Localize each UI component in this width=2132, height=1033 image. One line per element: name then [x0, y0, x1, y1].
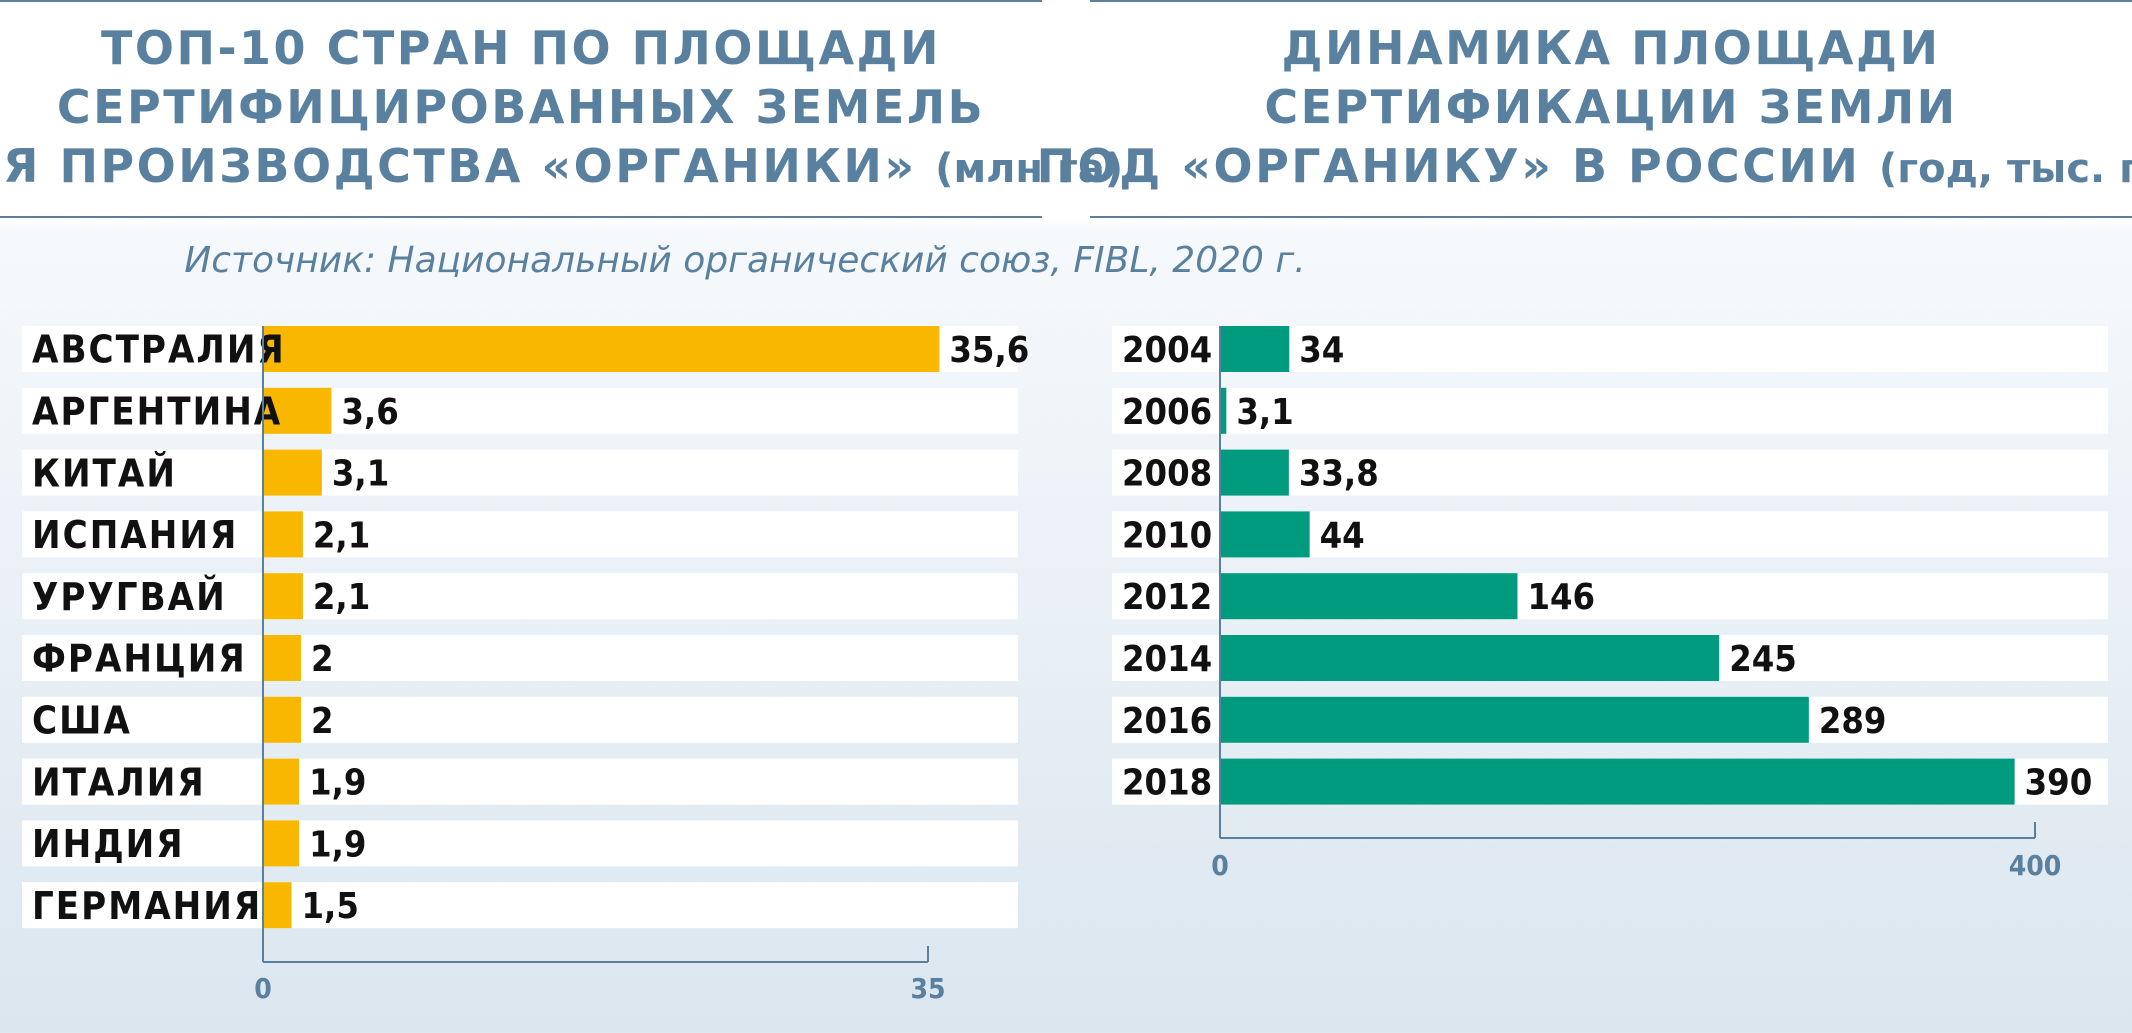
left-bar	[263, 882, 292, 929]
right-bar	[1220, 758, 2015, 805]
left-bar	[263, 511, 303, 558]
right-value-label: 245	[1729, 639, 1797, 680]
left-category-label: ИСПАНИЯ	[32, 513, 238, 557]
title-right-line-3-text: ПОД «ОРГАНИКУ» В РОССИИ	[1036, 139, 1861, 193]
title-left-line-3-text: ДЛЯ ПРОИЗВОДСТВА «ОРГАНИКИ»	[0, 139, 917, 193]
right-category-label: 2014	[1122, 639, 1212, 680]
left-value-label: 1,9	[309, 763, 366, 804]
title-left-unit: (млн га)	[935, 146, 1124, 192]
title-left-line-1: ТОП-10 СТРАН ПО ПЛОЩАДИ	[100, 21, 942, 75]
right-bar	[1220, 449, 1289, 496]
right-tick-label: 0	[1211, 849, 1229, 882]
left-row-bg	[22, 635, 1018, 681]
left-row-bg	[22, 511, 1018, 558]
left-category-label: УРУГВАЙ	[32, 575, 227, 619]
left-row-bg	[22, 882, 1018, 929]
right-category-label: 2010	[1122, 515, 1212, 556]
left-bar	[263, 573, 303, 620]
right-bar	[1220, 696, 1809, 743]
left-row-bg	[22, 449, 1018, 496]
right-tick-label: 400	[2009, 849, 2062, 882]
left-value-label: 1,9	[309, 824, 366, 865]
left-value-label: 35,6	[949, 330, 1029, 371]
chart-title-left: ТОП-10 СТРАН ПО ПЛОЩАДИ СЕРТИФИЦИРОВАННЫ…	[0, 0, 1123, 218]
left-value-label: 3,1	[332, 454, 389, 495]
right-value-label: 3,1	[1236, 392, 1293, 433]
right-row-bg	[1112, 387, 2108, 434]
left-bar	[263, 820, 300, 867]
right-value-label: 34	[1299, 330, 1344, 371]
left-row-bg	[22, 387, 1018, 434]
title-left-line-3: ДЛЯ ПРОИЗВОДСТВА «ОРГАНИКИ» (млн га)	[0, 137, 1123, 199]
right-category-label: 2006	[1122, 392, 1212, 433]
right-category-label: 2018	[1122, 763, 1212, 804]
left-row-bg	[22, 758, 1018, 805]
left-bar	[263, 326, 940, 372]
left-bar	[263, 635, 301, 681]
title-right-line-3: ПОД «ОРГАНИКУ» В РОССИИ (год, тыс. га)	[1037, 137, 2132, 199]
left-tick-label: 35	[910, 972, 945, 1005]
left-category-label: ИНДИЯ	[32, 822, 185, 866]
right-bar	[1220, 573, 1518, 620]
right-bar	[1220, 326, 1290, 372]
left-value-label: 2	[311, 639, 334, 680]
left-category-label: США	[32, 698, 132, 742]
left-value-label: 2	[311, 701, 334, 742]
right-category-label: 2008	[1122, 454, 1212, 495]
left-value-label: 1,5	[302, 886, 359, 927]
left-row-bg	[22, 696, 1018, 743]
right-bar	[1220, 387, 1227, 434]
right-category-label: 2004	[1122, 330, 1212, 371]
left-row-bg	[22, 573, 1018, 620]
left-tick-label: 0	[254, 972, 272, 1005]
right-bar	[1220, 511, 1310, 558]
left-bar	[263, 449, 322, 496]
left-value-label: 3,6	[341, 392, 398, 433]
title-right-line-1: ДИНАМИКА ПЛОЩАДИ	[1281, 21, 1941, 75]
right-category-label: 2016	[1122, 701, 1212, 742]
left-category-label: ГЕРМАНИЯ	[32, 884, 262, 928]
left-category-label: ФРАНЦИЯ	[32, 637, 247, 681]
right-value-label: 289	[1819, 701, 1887, 742]
left-bar	[263, 387, 332, 434]
right-value-label: 33,8	[1299, 454, 1379, 495]
left-category-label: АРГЕНТИНА	[32, 389, 282, 433]
left-category-label: КИТАЙ	[32, 451, 177, 495]
right-value-label: 390	[2025, 763, 2093, 804]
right-category-label: 2012	[1122, 577, 1212, 618]
right-value-label: 44	[1320, 515, 1365, 556]
left-row-bg	[22, 820, 1018, 867]
left-category-label: ИТАЛИЯ	[32, 760, 206, 804]
source-note: Источник: Национальный органический союз…	[184, 240, 1306, 281]
title-left-line-2: СЕРТИФИЦИРОВАННЫХ ЗЕМЕЛЬ	[56, 80, 986, 134]
right-value-label: 146	[1527, 577, 1595, 618]
left-value-label: 2,1	[313, 577, 370, 618]
left-bar	[263, 758, 300, 805]
chart-title-right: ДИНАМИКА ПЛОЩАДИ СЕРТИФИКАЦИИ ЗЕМЛИ ПОД …	[1037, 0, 2132, 218]
title-right-line-2: СЕРТИФИКАЦИИ ЗЕМЛИ	[1264, 80, 1958, 134]
title-right-unit: (год, тыс. га)	[1878, 146, 2132, 192]
left-category-label: АВСТРАЛИЯ	[32, 328, 286, 372]
right-bar	[1220, 635, 1720, 681]
left-value-label: 2,1	[313, 515, 370, 556]
left-bar	[263, 696, 301, 743]
